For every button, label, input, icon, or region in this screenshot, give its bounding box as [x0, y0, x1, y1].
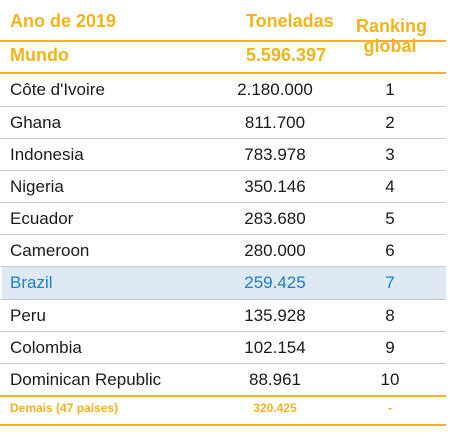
country-name: Indonesia: [10, 145, 84, 164]
ranking-header: Ranking global: [356, 16, 428, 56]
country-name: Brazil: [10, 273, 53, 292]
row-divider: [0, 106, 446, 107]
tons-value: 135.928: [244, 306, 306, 325]
others-label: Demais (47 países): [10, 401, 119, 415]
tons-value: 783.978: [244, 145, 306, 164]
rank-value: 5: [385, 209, 395, 228]
tons-value: 280.000: [244, 241, 306, 260]
tons-header: Toneladas: [246, 11, 334, 31]
table-row: Ghana 811.700 2: [0, 107, 450, 139]
world-label: Mundo: [10, 45, 69, 65]
row-divider: [0, 202, 446, 203]
rank-value: 6: [385, 241, 395, 260]
ranking-header-line2: global: [363, 36, 417, 56]
rank-value: 9: [385, 338, 395, 357]
country-name: Ghana: [10, 113, 62, 132]
table-row: Cameroon 280.000 6: [0, 235, 450, 267]
row-divider: [0, 138, 446, 139]
rank-value: 8: [385, 306, 395, 325]
country-name: Peru: [10, 306, 46, 325]
rank-value: 7: [385, 273, 395, 292]
tons-value: 2.180.000: [237, 80, 313, 99]
world-divider: [0, 72, 446, 74]
country-name: Colombia: [10, 338, 82, 357]
tons-value: 350.146: [244, 177, 306, 196]
rank-value: 1: [385, 80, 395, 99]
others-tons: 320.425: [253, 401, 297, 415]
table-row: Nigeria 350.146 4: [0, 171, 450, 203]
header-divider: [0, 40, 446, 42]
others-row: Demais (47 países) 320.425 -: [0, 398, 450, 422]
country-name: Nigeria: [10, 177, 64, 196]
others-rank: -: [388, 401, 392, 415]
country-name: Cameroon: [10, 241, 90, 260]
row-divider: [0, 234, 446, 235]
country-name: Dominican Republic: [10, 370, 162, 389]
rank-value: 3: [385, 145, 395, 164]
footer-divider: [0, 395, 446, 397]
table-row: Ecuador 283.680 5: [0, 203, 450, 235]
tons-value: 102.154: [244, 338, 306, 357]
row-divider: [0, 331, 446, 332]
row-divider: [0, 363, 446, 364]
bottom-divider: [0, 424, 446, 426]
tons-value: 811.700: [244, 113, 306, 132]
table-row: Peru 135.928 8: [0, 300, 450, 332]
table-row: Colombia 102.154 9: [0, 332, 450, 364]
row-divider: [0, 266, 446, 267]
rank-value: 4: [385, 177, 395, 196]
tons-value: 259.425: [244, 273, 306, 292]
ranking-header-line1: Ranking: [356, 16, 428, 36]
table-row: Indonesia 783.978 3: [0, 139, 450, 171]
country-name: Côte d'Ivoire: [10, 80, 105, 99]
rank-value: 10: [380, 370, 400, 389]
table-row: Côte d'Ivoire 2.180.000 1: [0, 74, 450, 106]
country-name: Ecuador: [10, 209, 74, 228]
row-divider: [0, 170, 446, 171]
year-header: Ano de 2019: [10, 11, 117, 31]
world-total: 5.596.397: [246, 45, 327, 65]
tons-value: 88.961: [249, 370, 301, 389]
tons-value: 283.680: [244, 209, 306, 228]
row-divider: [0, 299, 446, 300]
table-row: Dominican Republic 88.961 10: [0, 364, 450, 396]
rank-value: 2: [385, 113, 395, 132]
table-row-highlighted: Brazil 259.425 7: [2, 267, 446, 299]
